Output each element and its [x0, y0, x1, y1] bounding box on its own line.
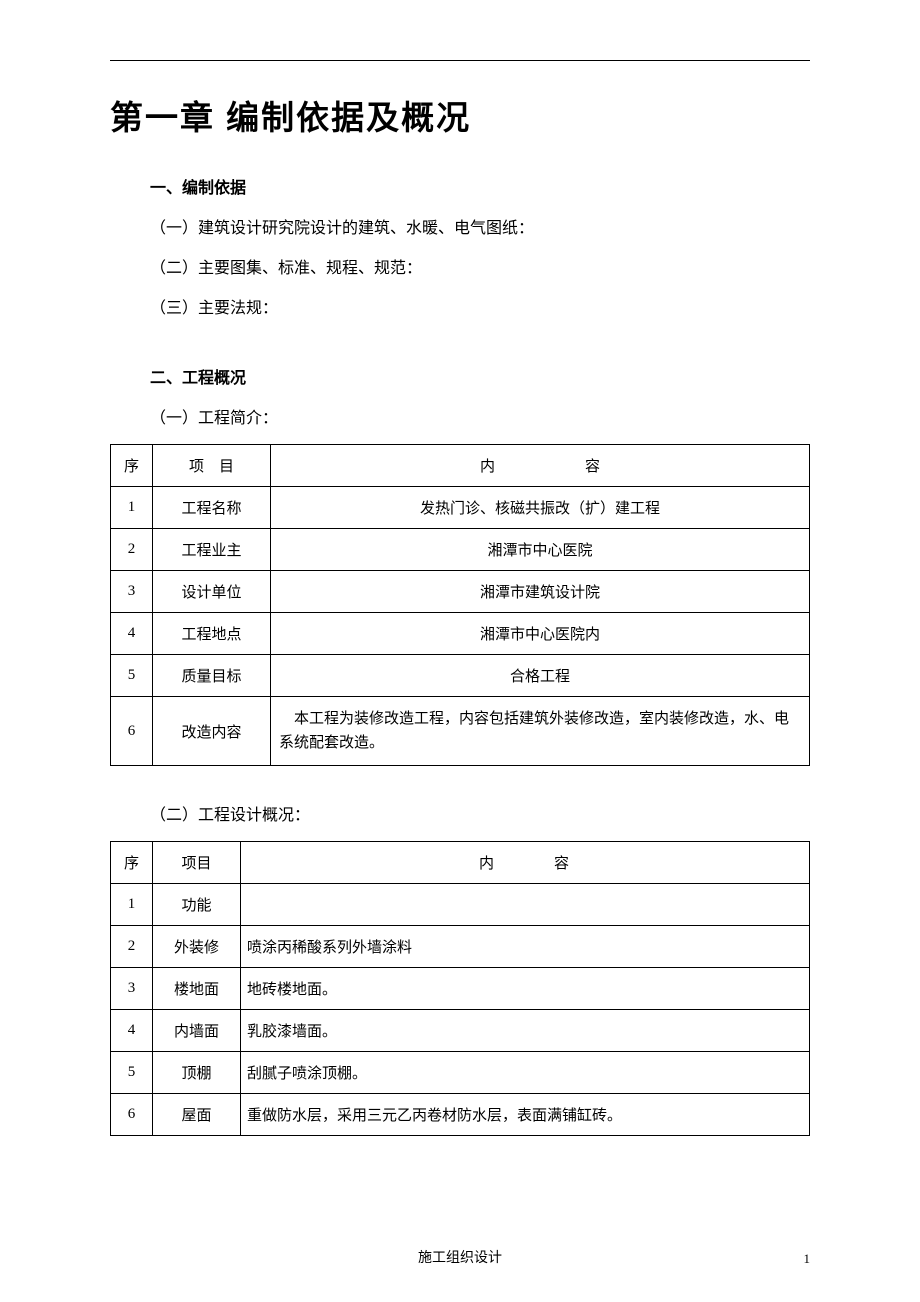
section2-sub2: （二）工程设计概况：: [150, 801, 810, 825]
page-number: 1: [804, 1251, 811, 1267]
table-row: 3 楼地面 地砖楼地面。: [111, 968, 810, 1010]
table-row: 2 外装修 喷涂丙稀酸系列外墙涂料: [111, 926, 810, 968]
section1-item-2: （二）主要图集、标准、规程、规范：: [150, 254, 810, 278]
table-cell: 刮腻子喷涂顶棚。: [241, 1052, 810, 1094]
design-overview-table: 序 项目 内 容 1 功能 2 外装修 喷涂丙稀酸系列外墙涂料 3 楼地面 地砖…: [110, 841, 810, 1136]
table-row: 5 质量目标 合格工程: [111, 655, 810, 697]
table-cell: 顶棚: [153, 1052, 241, 1094]
table-cell: 工程地点: [153, 613, 271, 655]
table-cell: 外装修: [153, 926, 241, 968]
table-cell: 重做防水层，采用三元乙丙卷材防水层，表面满铺缸砖。: [241, 1094, 810, 1136]
table-cell: 2: [111, 926, 153, 968]
table-cell: 改造内容: [153, 697, 271, 766]
table-cell: 4: [111, 1010, 153, 1052]
table-cell: 2: [111, 529, 153, 571]
table-row: 序 项目 内 容: [111, 842, 810, 884]
table-cell: 工程名称: [153, 487, 271, 529]
section1-item-1: （一）建筑设计研究院设计的建筑、水暖、电气图纸：: [150, 214, 810, 238]
table-cell: [241, 884, 810, 926]
table-row: 4 内墙面 乳胶漆墙面。: [111, 1010, 810, 1052]
top-divider: [110, 60, 810, 61]
table-header-seq: 序: [111, 842, 153, 884]
table-cell: 6: [111, 1094, 153, 1136]
table-cell: 湘潭市中心医院: [271, 529, 810, 571]
table-cell: 湘潭市中心医院内: [271, 613, 810, 655]
table-cell: 3: [111, 571, 153, 613]
table-cell: 3: [111, 968, 153, 1010]
table-row: 1 功能: [111, 884, 810, 926]
table-cell: 1: [111, 487, 153, 529]
table-cell: 5: [111, 1052, 153, 1094]
table-row: 4 工程地点 湘潭市中心医院内: [111, 613, 810, 655]
table-cell: 屋面: [153, 1094, 241, 1136]
table-cell: 工程业主: [153, 529, 271, 571]
table-header-content: 内 容: [271, 445, 810, 487]
table-row: 3 设计单位 湘潭市建筑设计院: [111, 571, 810, 613]
table-cell: 发热门诊、核磁共振改（扩）建工程: [271, 487, 810, 529]
chapter-title: 第一章 编制依据及概况: [110, 91, 810, 139]
table-row: 6 屋面 重做防水层，采用三元乙丙卷材防水层，表面满铺缸砖。: [111, 1094, 810, 1136]
table-cell: 合格工程: [271, 655, 810, 697]
table-header-item: 项目: [153, 842, 241, 884]
table-row: 6 改造内容 本工程为装修改造工程，内容包括建筑外装修改造，室内装修改造，水、电…: [111, 697, 810, 766]
table-header-item: 项 目: [153, 445, 271, 487]
table-cell: 内墙面: [153, 1010, 241, 1052]
project-intro-table: 序 项 目 内 容 1 工程名称 发热门诊、核磁共振改（扩）建工程 2 工程业主…: [110, 444, 810, 766]
table-cell: 楼地面: [153, 968, 241, 1010]
table-row: 1 工程名称 发热门诊、核磁共振改（扩）建工程: [111, 487, 810, 529]
section2-sub1: （一）工程简介：: [150, 404, 810, 428]
section2-heading: 二、工程概况: [150, 364, 810, 388]
table-cell: 湘潭市建筑设计院: [271, 571, 810, 613]
section1-heading: 一、编制依据: [150, 174, 810, 198]
table-cell: 功能: [153, 884, 241, 926]
table-cell: 喷涂丙稀酸系列外墙涂料: [241, 926, 810, 968]
table-cell: 5: [111, 655, 153, 697]
table-cell: 1: [111, 884, 153, 926]
table-row: 2 工程业主 湘潭市中心医院: [111, 529, 810, 571]
table-row: 5 顶棚 刮腻子喷涂顶棚。: [111, 1052, 810, 1094]
table-cell: 乳胶漆墙面。: [241, 1010, 810, 1052]
table-cell: 4: [111, 613, 153, 655]
table-header-seq: 序: [111, 445, 153, 487]
table-cell: 质量目标: [153, 655, 271, 697]
footer-text: 施工组织设计: [0, 1247, 920, 1267]
table-cell: 本工程为装修改造工程，内容包括建筑外装修改造，室内装修改造，水、电系统配套改造。: [271, 697, 810, 766]
table-cell: 地砖楼地面。: [241, 968, 810, 1010]
table-header-content: 内 容: [241, 842, 810, 884]
table-cell: 设计单位: [153, 571, 271, 613]
table-row: 序 项 目 内 容: [111, 445, 810, 487]
section1-item-3: （三）主要法规：: [150, 294, 810, 318]
table-cell: 6: [111, 697, 153, 766]
